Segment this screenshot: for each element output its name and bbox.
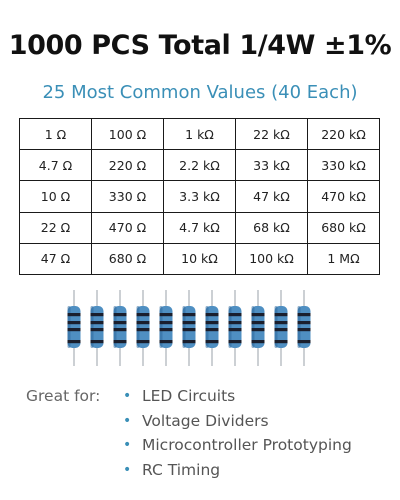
resistor-icon <box>113 290 127 366</box>
table-cell: 100 kΩ <box>235 242 308 276</box>
bullet-icon: • <box>123 461 132 478</box>
list-item-label: RC Timing <box>142 460 221 479</box>
list-item: • RC Timing <box>120 458 352 483</box>
table-row: 22 Ω 470 Ω 4.7 kΩ 68 kΩ 680 kΩ <box>19 211 380 244</box>
bullet-icon: • <box>123 437 132 453</box>
table-cell: 10 Ω <box>19 180 92 213</box>
resistor-icon <box>90 290 104 366</box>
table-cell: 68 kΩ <box>235 211 308 244</box>
uses-list: • LED Circuits • Voltage Dividers • Microco… <box>120 384 352 482</box>
table-cell: 330 Ω <box>91 180 164 213</box>
table-cell: 33 kΩ <box>235 149 308 182</box>
table-cell: 2.2 kΩ <box>163 149 236 182</box>
table-row: 1 Ω 100 Ω 1 kΩ 22 kΩ 220 kΩ <box>19 117 380 151</box>
resistor-icon <box>274 290 288 366</box>
uses-section: Great for: • LED Circuits • Voltage Divide… <box>0 384 400 494</box>
bullet-icon: • <box>123 412 132 429</box>
list-item: • Voltage Dividers <box>120 409 352 434</box>
list-item-label: Voltage Dividers <box>142 411 269 430</box>
resistor-icon <box>182 290 196 366</box>
table-row: 10 Ω 330 Ω 3.3 kΩ 47 kΩ 470 kΩ <box>19 180 380 213</box>
table-cell: 470 kΩ <box>307 180 380 213</box>
list-item: • Microcontroller Prototyping <box>120 433 352 458</box>
table-cell: 470 Ω <box>91 211 164 244</box>
table-cell: 220 Ω <box>91 149 164 182</box>
table-cell: 100 Ω <box>91 117 164 151</box>
table-cell: 1 kΩ <box>163 117 236 151</box>
bullet-icon: • <box>123 388 132 404</box>
resistor-icon <box>251 290 265 366</box>
table-cell: 10 kΩ <box>163 242 236 276</box>
table-cell: 680 kΩ <box>307 211 380 244</box>
table-cell: 4.7 Ω <box>19 149 92 182</box>
resistor-values-table: 1 Ω 100 Ω 1 kΩ 22 kΩ 220 kΩ 4.7 Ω 220 Ω … <box>19 117 380 276</box>
table-cell: 4.7 kΩ <box>163 211 236 244</box>
resistor-illustration <box>67 290 311 366</box>
table-cell: 47 kΩ <box>235 180 308 213</box>
table-row: 47 Ω 680 Ω 10 kΩ 100 kΩ 1 MΩ <box>19 242 380 276</box>
resistor-icon <box>136 290 150 366</box>
table-cell: 1 MΩ <box>307 242 380 276</box>
page-subtitle: 25 Most Common Values (40 Each) <box>42 82 358 103</box>
resistor-icon <box>297 290 311 366</box>
table-row: 4.7 Ω 220 Ω 2.2 kΩ 33 kΩ 330 kΩ <box>19 149 380 182</box>
resistor-icon <box>159 290 173 366</box>
table-cell: 22 kΩ <box>235 117 308 151</box>
list-item: • LED Circuits <box>120 384 352 409</box>
table-cell: 1 Ω <box>19 117 92 151</box>
table-cell: 22 Ω <box>19 211 92 244</box>
table-cell: 680 Ω <box>91 242 164 276</box>
resistor-icon <box>205 290 219 366</box>
list-item-label: Microcontroller Prototyping <box>142 436 352 454</box>
resistor-icon <box>228 290 242 366</box>
table-cell: 330 kΩ <box>307 149 380 182</box>
table-cell: 47 Ω <box>19 242 92 276</box>
table-cell: 220 kΩ <box>307 117 380 151</box>
list-item-label: LED Circuits <box>142 387 236 405</box>
uses-label: Great for: <box>26 387 101 405</box>
table-cell: 3.3 kΩ <box>163 180 236 213</box>
resistor-icon <box>67 290 81 366</box>
page-title: 1000 PCS Total 1/4W ±1% <box>8 30 392 61</box>
